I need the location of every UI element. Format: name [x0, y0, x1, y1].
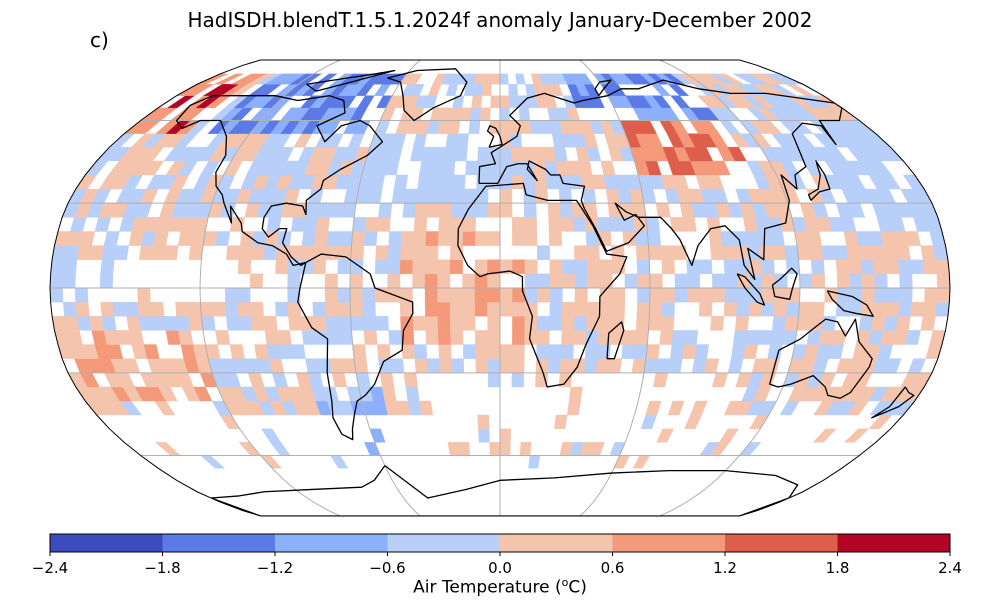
colorbar [49, 533, 951, 556]
grid-cell [831, 330, 847, 345]
grid-cell [229, 344, 245, 359]
grid-cell [718, 428, 740, 443]
colorbar-segment [162, 534, 276, 552]
coastline [807, 160, 831, 201]
grid-cell [683, 330, 699, 345]
colorbar-tick-label: 0.0 [488, 559, 512, 577]
grid-cell [645, 400, 662, 416]
meridian-line [199, 59, 341, 517]
colorbar-tick-label: −1.8 [144, 559, 181, 577]
grid-cell [667, 400, 685, 416]
coastline [594, 79, 612, 97]
colorbar-segment [725, 534, 838, 552]
colorbar-tick-label: 1.8 [825, 559, 850, 577]
colorbar-segment [837, 534, 951, 552]
colorbar-segment [612, 534, 726, 552]
grid-cell [143, 344, 160, 359]
colorbar-segment [387, 534, 501, 552]
grid-cell [812, 428, 837, 443]
coastline [606, 321, 625, 360]
grid-cell [936, 287, 950, 303]
coastline [386, 68, 468, 122]
coastline [736, 273, 766, 306]
colorbar-segment [50, 534, 163, 552]
coastline [771, 267, 798, 300]
colorbar-tick-label: 0.6 [600, 559, 625, 577]
globe-outline [49, 59, 951, 517]
grid-cell [690, 400, 708, 416]
coastline [826, 290, 874, 317]
map-title: HadISDH.blendT.1.5.1.2024f anomaly Janua… [187, 8, 813, 32]
colorbar-tick-label: −1.2 [256, 559, 294, 577]
grid-cell [656, 428, 674, 443]
colorbar-segment [500, 534, 613, 552]
grid-cell [375, 316, 389, 331]
grid-cell [419, 400, 434, 416]
meridian-line [579, 59, 651, 517]
coastline [486, 125, 503, 148]
grid-cell [393, 174, 409, 190]
colorbar-label: Air Temperature (oC) [413, 576, 587, 598]
coastline [871, 386, 915, 419]
coastline [478, 79, 843, 281]
colorbar-tick-label: −2.4 [31, 559, 69, 577]
colorbar-tick-label: −0.6 [369, 559, 406, 577]
coastline [175, 95, 384, 267]
grid-cell [409, 84, 425, 96]
grid-cell [694, 344, 709, 359]
grid-cell [260, 428, 282, 443]
panel-label: c) [90, 28, 109, 52]
grid-cell [250, 301, 264, 317]
grid-cell [515, 73, 526, 85]
coastline [769, 318, 873, 399]
meridian-line [349, 59, 421, 517]
colorbar-tick-label: 1.2 [713, 559, 737, 577]
coastline [457, 182, 628, 388]
anomaly-grid [50, 73, 950, 469]
robinson-map [49, 59, 951, 517]
grid-cell [407, 73, 423, 85]
grid-cell [716, 73, 745, 85]
grid-cell [577, 73, 593, 85]
coastline [306, 69, 396, 92]
meridian-line [659, 59, 801, 517]
colorbar-tick-label: 2.4 [938, 559, 962, 577]
grid-cell [477, 414, 490, 430]
grid-cell [213, 73, 244, 85]
colorbar-segment [275, 534, 388, 552]
grid-cell [673, 245, 687, 260]
grid-cell [150, 301, 165, 317]
coastline [297, 253, 414, 441]
coastline [210, 465, 799, 516]
grid-cell [568, 386, 583, 402]
